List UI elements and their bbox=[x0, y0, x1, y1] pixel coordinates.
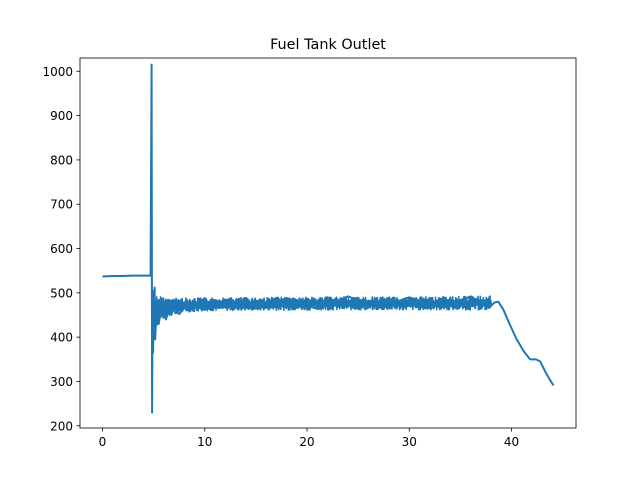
y-tick-label: 600 bbox=[50, 242, 73, 256]
y-tick-label: 200 bbox=[50, 419, 73, 433]
y-tick-label: 700 bbox=[50, 198, 73, 212]
y-axis: 200 300 400 500 600 700 800 900 1000 bbox=[42, 65, 80, 433]
series-layer bbox=[102, 63, 555, 414]
x-tick-label: 30 bbox=[402, 435, 417, 449]
y-tick-label: 300 bbox=[50, 375, 73, 389]
x-tick-label: 20 bbox=[299, 435, 314, 449]
y-tick-label: 800 bbox=[50, 153, 73, 167]
y-tick-label: 500 bbox=[50, 286, 73, 300]
chart-title: Fuel Tank Outlet bbox=[270, 37, 386, 53]
y-tick-label: 900 bbox=[50, 109, 73, 123]
x-tick-label: 40 bbox=[504, 435, 519, 449]
y-tick-label: 1000 bbox=[42, 65, 73, 79]
y-tick-label: 400 bbox=[50, 331, 73, 345]
x-tick-label: 10 bbox=[197, 435, 212, 449]
plot-area bbox=[80, 58, 576, 428]
x-axis: 0 10 20 30 40 bbox=[99, 428, 519, 449]
series-line bbox=[102, 63, 555, 414]
x-tick-label: 0 bbox=[99, 435, 107, 449]
plot-frame bbox=[79, 57, 577, 429]
